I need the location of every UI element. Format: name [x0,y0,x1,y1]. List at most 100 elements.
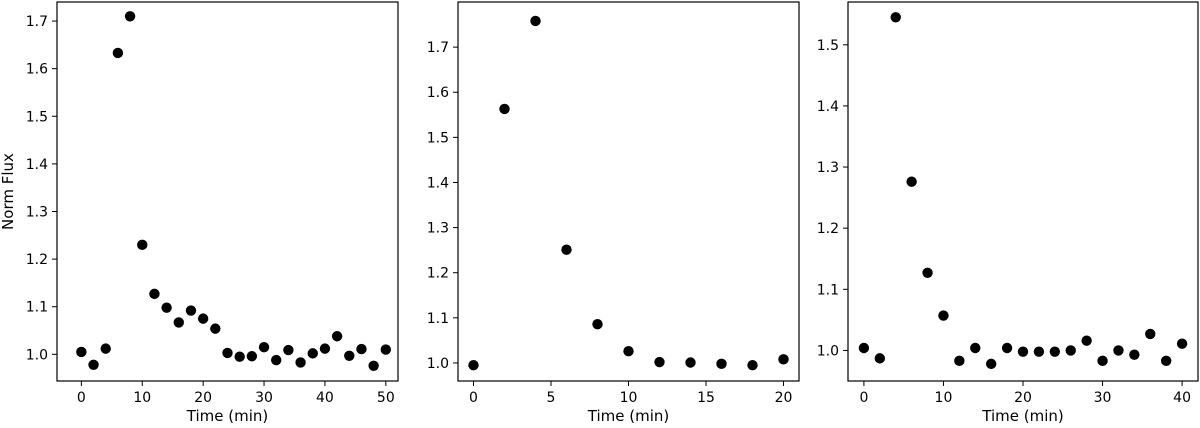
y-tick-label: 1.5 [26,109,48,125]
data-point [222,347,233,359]
data-point [185,305,197,316]
axes-frame [847,1,1199,382]
y-tick-label: 1.1 [427,311,449,327]
x-tick-label: 0 [859,390,868,406]
y-tick-label: 1.5 [817,38,839,54]
data-point [1160,355,1172,367]
y-tick-label: 1.0 [427,356,449,372]
data-point [906,176,917,187]
x-tick-label: 15 [697,390,715,406]
x-axis-label: Time (min) [186,407,268,425]
x-tick-label: 30 [1094,390,1112,406]
data-point [890,12,901,23]
data-point [1017,346,1029,357]
data-point [1081,335,1092,346]
data-point [76,346,87,358]
y-axis-label: Norm Flux [0,153,17,230]
data-point [1176,338,1188,349]
data-point [271,354,282,366]
data-point [124,11,136,22]
x-tick-label: 0 [469,390,478,406]
y-tick-label: 1.7 [26,14,48,30]
y-tick-label: 1.5 [427,130,449,146]
data-point [1049,346,1061,357]
data-point [1001,342,1013,354]
data-point [173,317,184,328]
x-tick-label: 20 [1014,390,1032,406]
data-point [1113,345,1124,356]
data-point [530,15,541,27]
data-point [161,302,172,313]
y-tick-label: 1.6 [26,62,48,78]
data-point [778,354,789,365]
y-tick-label: 1.3 [817,160,839,176]
data-point [88,359,99,371]
data-point [970,342,981,354]
data-point [1097,355,1108,367]
y-tick-label: 1.2 [817,221,839,237]
data-point [499,103,510,115]
y-tick-label: 1.7 [427,40,449,56]
x-axis-label: Time (min) [981,407,1063,425]
y-tick-label: 1.2 [427,266,449,282]
data-point [922,267,933,279]
data-point [344,350,355,361]
data-point [137,239,148,251]
data-point [380,344,392,355]
data-point [716,358,727,370]
data-point [100,343,111,354]
data-point [356,343,367,355]
data-point [592,318,603,330]
x-tick-label: 10 [935,390,953,406]
data-point [319,343,331,354]
chart-panel-3: 0 10 20 30 40 1.0 1.1 1.2 1.3 1.4 1.5 Time (min) [817,1,1199,425]
data-point [938,310,949,321]
data-point [112,47,124,59]
x-axis-label: Time (min) [587,407,669,425]
data-point [149,288,160,300]
chart-panel-2: 0 5 10 15 20 1.0 1.1 1.2 1.3 1.4 1.5 1.6 1.7 Time (mi… [427,1,800,425]
y-tick-label: 1.6 [427,85,449,101]
data-point [623,346,634,357]
y-tick-label: 1.0 [817,343,839,359]
data-point [874,353,886,364]
x-tick-label: 40 [316,390,334,406]
data-point [307,348,318,359]
data-point [747,360,758,371]
data-point [210,323,221,334]
y-tick-label: 1.4 [817,99,839,115]
x-tick-label: 5 [547,390,556,406]
x-tick-label: 0 [77,390,86,406]
data-point [858,342,870,354]
data-point [1033,346,1045,357]
data-point [1065,345,1076,356]
data-point [985,358,997,370]
y-tick-label: 1.3 [26,204,48,220]
y-tick-label: 1.0 [26,347,48,363]
data-point [954,355,965,367]
x-tick-label: 10 [620,390,638,406]
y-tick-label: 1.3 [427,221,449,237]
data-point [197,313,209,324]
data-point [246,351,258,362]
axes-frame [457,1,800,382]
x-tick-label: 10 [133,390,151,406]
data-point [258,341,270,353]
data-point [283,344,294,356]
data-point [331,331,343,342]
y-tick-label: 1.2 [26,252,48,268]
data-point [561,244,572,255]
y-tick-label: 1.4 [26,157,48,173]
y-tick-label: 1.1 [26,300,48,316]
data-point [1145,328,1156,340]
chart-panel-1: 0 10 20 30 40 50 1.0 1.1 1.2 1.3 1.4 1.5 1.6 1.7 Time … [0,1,399,425]
data-point [654,356,665,368]
x-tick-label: 20 [775,390,793,406]
axes-frame [56,1,399,382]
y-tick-label: 1.4 [427,175,449,191]
x-tick-label: 30 [255,390,273,406]
data-point [234,351,245,362]
data-point [468,360,479,371]
x-tick-label: 40 [1173,390,1191,406]
